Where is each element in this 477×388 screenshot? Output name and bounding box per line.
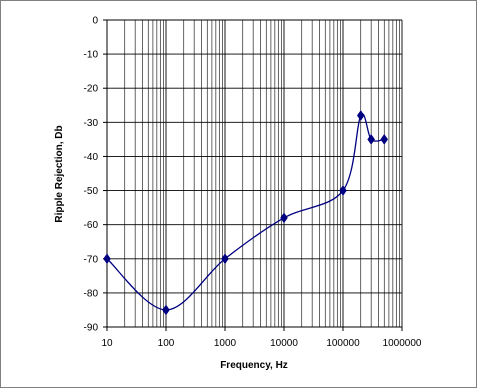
y-tick-label: -80 (84, 288, 99, 299)
y-tick-label: 0 (92, 16, 98, 27)
y-tick-label: -70 (84, 254, 99, 265)
series-group (103, 110, 389, 316)
data-point-marker (280, 212, 288, 224)
x-tick-label: 10 (101, 338, 113, 349)
y-axis-title: Ripple Rejection, Db (54, 125, 65, 222)
plot-area (107, 20, 402, 327)
data-point-marker (367, 133, 375, 145)
data-point-marker (380, 133, 389, 145)
x-tick-label: 100000 (326, 338, 360, 349)
data-point-marker (221, 253, 229, 265)
x-tick-label: 1000 (214, 338, 237, 349)
y-tick-label: -40 (84, 152, 99, 163)
y-tick-label: -90 (84, 323, 99, 334)
minor-gridlines (124, 20, 400, 327)
y-tick-label: -10 (84, 50, 99, 61)
data-point-marker (103, 253, 111, 265)
y-tick-labels: 0 -10 -20 -30 -40 -50 -60 -70 -80 -90 (84, 16, 99, 334)
x-tick-label: 1000000 (383, 338, 422, 349)
data-point-marker (356, 110, 365, 121)
x-tick-label: 100 (158, 338, 175, 349)
y-tick-label: -30 (84, 118, 99, 129)
x-tick-label: 10000 (270, 338, 298, 349)
y-tick-label: -20 (84, 84, 99, 95)
x-axis-title: Frequency, Hz (220, 360, 288, 371)
data-point-marker (339, 185, 347, 196)
y-tick-label: -50 (84, 186, 99, 197)
y-tick-label: -60 (84, 220, 99, 231)
data-point-marker (162, 304, 170, 316)
x-tick-labels: 10 100 1000 10000 100000 1000000 (101, 338, 421, 349)
